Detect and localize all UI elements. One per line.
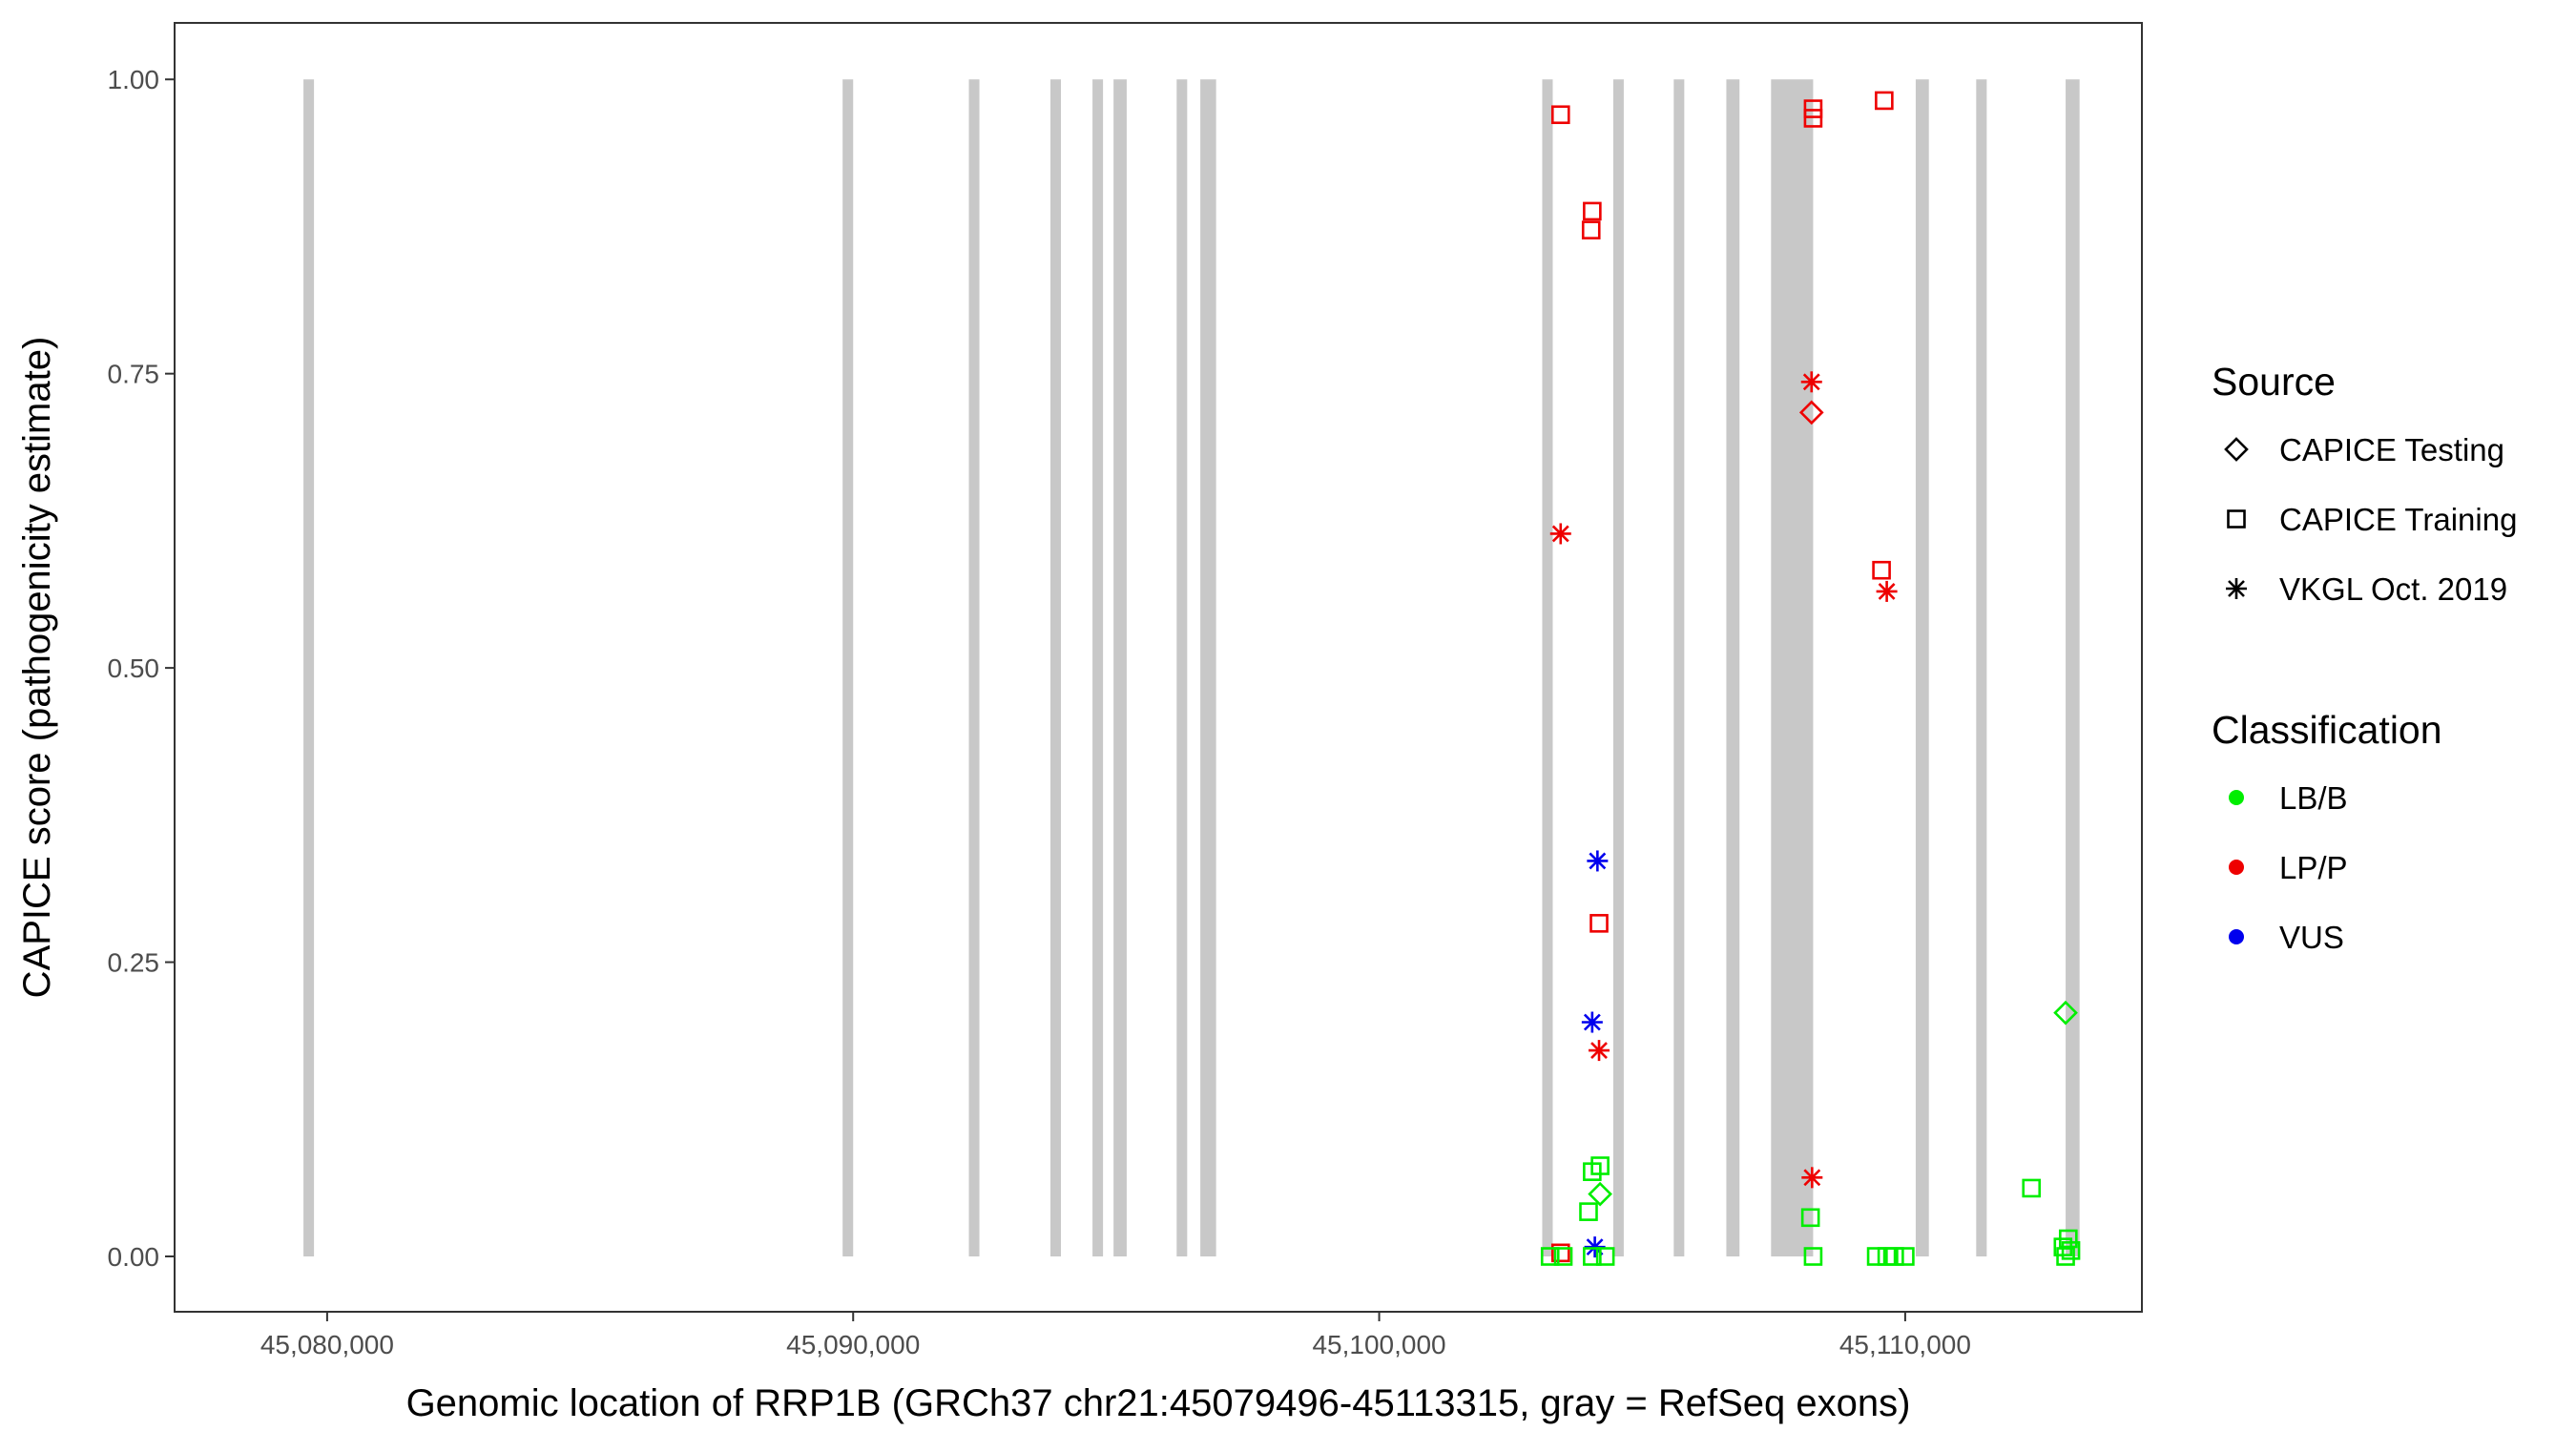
data-point <box>1589 914 1609 933</box>
data-point <box>1583 201 1602 221</box>
data-point <box>1803 109 1823 128</box>
data-point <box>1801 1167 1823 1189</box>
data-point <box>1798 400 1824 425</box>
exon-band <box>1726 79 1740 1257</box>
legend-source-title: Source <box>2212 360 2336 404</box>
legend-source-label: CAPICE Testing <box>2279 432 2504 467</box>
y-axis-title: CAPICE score (pathogenicity estimate) <box>16 337 58 999</box>
legend-source-label: CAPICE Training <box>2279 502 2517 537</box>
data-point <box>1583 1162 1602 1181</box>
legend-key-dot <box>2229 929 2244 944</box>
x-axis-title: Genomic location of RRP1B (GRCh37 chr21:… <box>406 1382 1911 1424</box>
data-point <box>1550 105 1570 125</box>
exon-band <box>1612 79 1624 1257</box>
x-axis: 45,080,000 45,090,000 45,100,000 45,110,000 <box>260 1312 1971 1359</box>
data-point <box>1803 99 1823 118</box>
exon-band <box>1092 79 1104 1257</box>
legend-key-dot <box>2229 790 2244 805</box>
x-tick-label: 45,100,000 <box>1312 1330 1445 1359</box>
data-point <box>1584 1236 1606 1258</box>
legend-classification-label: VUS <box>2279 920 2344 955</box>
data-point <box>1872 560 1891 580</box>
data-point <box>2053 1000 2078 1026</box>
data-point <box>1588 1181 1612 1207</box>
data-point <box>1803 1247 1823 1266</box>
exon-band <box>968 79 980 1257</box>
data-point <box>1581 220 1601 239</box>
data-point <box>1579 1202 1598 1221</box>
data-point <box>1550 1243 1570 1263</box>
legend-key-diamond <box>2224 437 2249 462</box>
data-point <box>1553 1247 1573 1266</box>
y-axis: 0.00 0.25 0.50 0.75 1.00 <box>108 65 175 1272</box>
data-point <box>1549 523 1571 545</box>
data-point <box>1540 1247 1560 1266</box>
exon-band <box>842 79 854 1257</box>
data-point <box>2022 1178 2042 1198</box>
data-point <box>1587 850 1609 872</box>
data-points <box>1540 91 2081 1266</box>
legend-source: Source CAPICE Testing CAPICE Training VKGL… <box>2212 360 2517 607</box>
exon-band <box>1915 79 1929 1257</box>
legend-classification: Classification LB/B LP/P VUS <box>2212 708 2442 955</box>
y-tick-label: 0.75 <box>108 360 160 389</box>
plot-panel-border <box>174 22 2143 1313</box>
legend-source-label: VKGL Oct. 2019 <box>2279 571 2507 607</box>
data-point <box>2056 1247 2075 1266</box>
legend-classification-label: LB/B <box>2279 780 2348 816</box>
data-point <box>1875 91 1894 111</box>
legend-key-asterisk <box>2226 578 2247 599</box>
data-point <box>1866 1247 1886 1266</box>
data-point <box>1885 1247 1904 1266</box>
legend-classification-label: LP/P <box>2279 850 2348 885</box>
exon-band <box>1976 79 1987 1257</box>
legend-key-square <box>2227 509 2246 529</box>
exon-band <box>1176 79 1188 1257</box>
legend-key-dot <box>2229 860 2244 875</box>
exon-band <box>1200 79 1216 1257</box>
y-tick-label: 1.00 <box>108 65 160 94</box>
exon-band <box>1113 79 1127 1257</box>
x-tick-label: 45,080,000 <box>260 1330 394 1359</box>
x-tick-label: 45,110,000 <box>1839 1330 1971 1359</box>
y-tick-label: 0.25 <box>108 948 160 978</box>
data-point <box>1896 1247 1915 1266</box>
data-point <box>1581 1011 1603 1033</box>
exon-band <box>2066 79 2080 1257</box>
exon-band <box>1542 79 1553 1257</box>
data-point <box>1589 1040 1610 1062</box>
data-point <box>1800 1208 1820 1228</box>
data-point <box>2061 1241 2081 1260</box>
exon-band <box>303 79 315 1257</box>
y-tick-label: 0.00 <box>108 1242 160 1272</box>
data-point <box>1800 371 1822 393</box>
exon-band <box>1049 79 1062 1257</box>
data-point <box>1595 1247 1615 1266</box>
x-tick-label: 45,090,000 <box>786 1330 920 1359</box>
data-point <box>1876 580 1898 602</box>
exon-bands <box>303 79 2080 1257</box>
legend-classification-title: Classification <box>2212 708 2442 752</box>
y-tick-label: 0.50 <box>108 653 160 683</box>
data-point <box>1583 1247 1602 1266</box>
exon-band <box>1673 79 1685 1257</box>
exon-band <box>1771 79 1814 1257</box>
